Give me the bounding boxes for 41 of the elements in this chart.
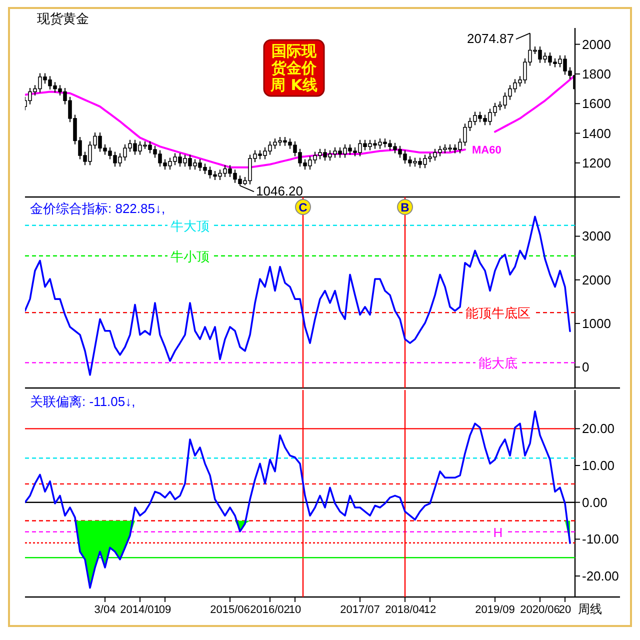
annotation: 1046.20: [256, 184, 303, 199]
y-tick-label: 1000: [582, 316, 611, 331]
series-label: MA60: [472, 144, 502, 157]
x-tick-label: 2018/04: [385, 604, 425, 616]
x-tick-label: 12: [424, 604, 436, 616]
ref-line-label: 牛小顶: [170, 248, 210, 264]
y-tick-label: 0: [582, 360, 590, 375]
x-tick-label: 2019/09: [475, 604, 515, 616]
x-tick-label: 09: [158, 604, 172, 616]
y-tick-label: 2000: [582, 36, 611, 52]
y-tick-label: 1600: [582, 96, 611, 112]
x-tick-label: 2015/06: [210, 604, 250, 616]
y-tick-label: 1800: [582, 66, 611, 82]
x-tick-label: 2016/02: [250, 604, 290, 616]
x-tick-label: 3/04: [94, 604, 116, 616]
text: B: [400, 200, 410, 214]
y-tick-label: 3000: [582, 228, 611, 244]
x-tick-label: 20: [558, 604, 572, 616]
annotation: 2074.87: [467, 31, 514, 46]
y-tick-label: 20.00: [582, 421, 615, 436]
y-tick-label: -20.00: [582, 568, 619, 584]
ref-line-label: 能大底: [478, 356, 518, 371]
ref-line-label: H: [493, 524, 503, 540]
chart-title: 金价综合指标: 822.85↓,: [30, 201, 166, 216]
annotation: C: [298, 200, 308, 214]
y-tick-label: 10.00: [582, 458, 615, 474]
y-tick-label: 1400: [582, 126, 611, 141]
ref-line-label: 能顶牛底区: [466, 306, 530, 321]
y-tick-label: 0.00: [582, 494, 608, 510]
ref-line-label: 牛大顶: [170, 218, 210, 234]
x-tick-label: 10: [288, 604, 302, 616]
y-tick-label: -10.00: [582, 532, 619, 547]
chart-title: 现货黄金: [37, 11, 89, 26]
chart-title: 关联偏离: -11.05↓,: [30, 394, 136, 409]
x-tick-label: 2017/07: [340, 604, 380, 616]
y-tick-label: 2000: [582, 272, 611, 288]
x-axis-title: 周线: [578, 602, 602, 616]
x-tick-label: 2020/06: [520, 604, 560, 616]
annotation: 国际现货金价周 K线: [270, 42, 318, 94]
x-tick-label: 2014/01: [120, 604, 160, 616]
y-tick-label: 1200: [582, 155, 611, 170]
